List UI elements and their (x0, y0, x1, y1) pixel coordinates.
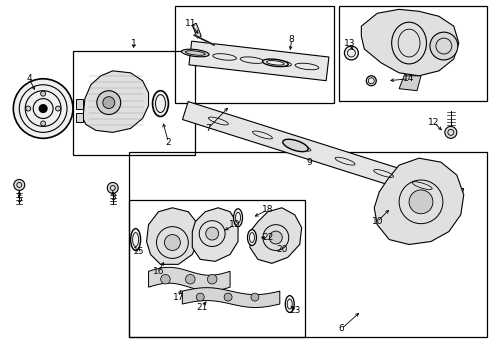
Text: 2: 2 (166, 138, 171, 147)
Bar (129, 152, 487, 337)
Circle shape (186, 274, 195, 284)
Text: 4: 4 (26, 74, 32, 83)
Circle shape (430, 32, 458, 60)
Text: 10: 10 (371, 217, 383, 226)
Polygon shape (76, 113, 83, 122)
Text: 11: 11 (185, 19, 196, 28)
Circle shape (41, 121, 46, 126)
Ellipse shape (283, 139, 308, 152)
Circle shape (165, 235, 180, 251)
Circle shape (161, 274, 170, 284)
Ellipse shape (131, 229, 141, 251)
Text: 19: 19 (229, 220, 241, 229)
Circle shape (107, 183, 118, 193)
Text: 14: 14 (403, 74, 415, 83)
Text: 16: 16 (153, 267, 164, 276)
Polygon shape (399, 76, 421, 91)
Text: 6: 6 (339, 324, 344, 333)
Bar (129, 200, 305, 337)
Text: 1: 1 (131, 39, 137, 48)
Circle shape (39, 105, 47, 113)
Ellipse shape (181, 49, 209, 57)
Text: 8: 8 (289, 35, 294, 44)
Polygon shape (361, 9, 459, 76)
Ellipse shape (263, 59, 288, 67)
Polygon shape (83, 71, 148, 132)
Circle shape (251, 293, 259, 301)
Polygon shape (182, 102, 464, 207)
Circle shape (13, 79, 73, 138)
Circle shape (445, 126, 457, 138)
Bar (175, 6, 335, 103)
Circle shape (97, 91, 121, 114)
Text: 20: 20 (276, 245, 288, 254)
Text: 9: 9 (307, 158, 313, 167)
Ellipse shape (247, 230, 256, 246)
Ellipse shape (285, 296, 294, 312)
Circle shape (207, 274, 217, 284)
Text: 12: 12 (428, 118, 440, 127)
Circle shape (270, 231, 282, 244)
Text: 18: 18 (262, 205, 273, 214)
Circle shape (103, 96, 115, 109)
Text: 3: 3 (110, 193, 116, 202)
Text: 23: 23 (289, 306, 300, 315)
Text: 13: 13 (343, 39, 355, 48)
Bar (73, 51, 196, 155)
Text: 22: 22 (262, 233, 273, 242)
Circle shape (344, 46, 358, 60)
Text: 15: 15 (133, 247, 145, 256)
Circle shape (367, 76, 376, 86)
Polygon shape (192, 208, 238, 261)
Circle shape (196, 293, 204, 301)
Polygon shape (148, 267, 230, 291)
Circle shape (206, 227, 219, 240)
Ellipse shape (152, 91, 169, 117)
Bar (340, 6, 487, 100)
Circle shape (14, 180, 25, 190)
Text: 21: 21 (196, 302, 208, 311)
Circle shape (26, 106, 31, 111)
Ellipse shape (234, 209, 243, 227)
Circle shape (409, 190, 433, 214)
Polygon shape (147, 208, 198, 264)
Circle shape (55, 106, 61, 111)
Polygon shape (250, 208, 302, 264)
Polygon shape (189, 41, 329, 81)
Polygon shape (182, 288, 280, 307)
Circle shape (41, 91, 46, 96)
Polygon shape (192, 23, 201, 38)
Polygon shape (76, 99, 83, 109)
Text: 17: 17 (172, 293, 184, 302)
Text: 5: 5 (16, 195, 22, 204)
Polygon shape (374, 158, 464, 244)
Text: 7: 7 (205, 124, 211, 133)
Circle shape (224, 293, 232, 301)
